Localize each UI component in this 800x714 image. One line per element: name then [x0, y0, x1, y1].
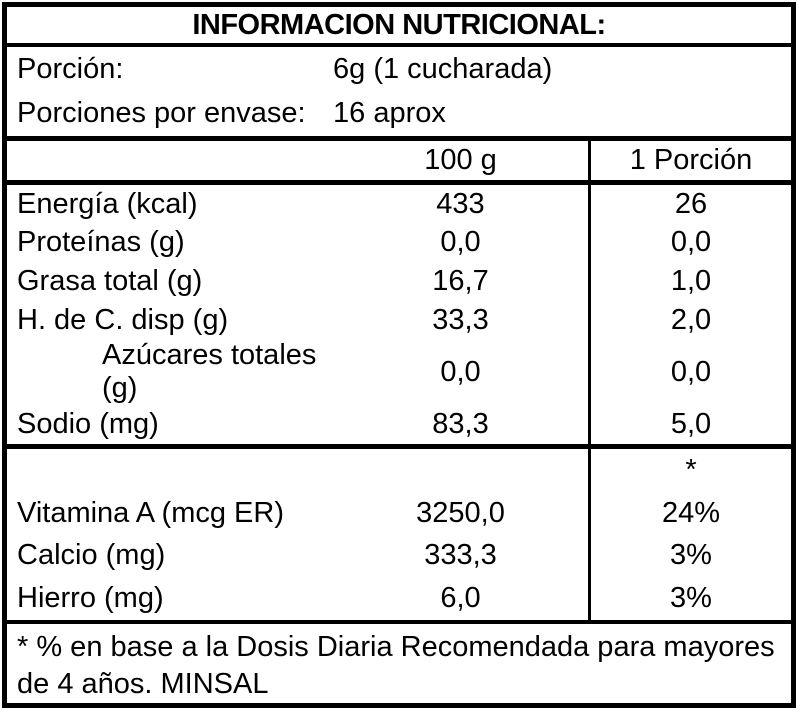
- nutrient-per100g: 0,0: [440, 226, 481, 259]
- nutrient-label: Calcio (mg): [17, 539, 166, 572]
- nutrient-per100g: 433: [436, 187, 485, 220]
- footnote: * % en base a la Dosis Diaria Recomendad…: [7, 624, 791, 703]
- nutrient-per100g: 6,0: [440, 582, 481, 615]
- asterisk-marker: *: [588, 449, 791, 492]
- serving-size-value: 6g (1 cucharada): [333, 52, 553, 85]
- asterisk-row: *: [7, 449, 791, 492]
- nutrient-label: Sodio (mg): [17, 408, 159, 441]
- nutrient-label: Energía (kcal): [17, 187, 198, 220]
- nutrient-row-sodium: Sodio (mg) 83,3 5,0: [7, 405, 791, 445]
- nutrient-row-iron: Hierro (mg) 6,0 3%: [7, 577, 791, 620]
- nutrient-label: Grasa total (g): [17, 265, 203, 298]
- nutrient-label: Proteínas (g): [17, 226, 185, 259]
- nutrient-per-portion: 3%: [588, 534, 791, 578]
- nutrient-label: Vitamina A (mcg ER): [17, 496, 285, 529]
- nutrient-per100g: 16,7: [432, 265, 489, 298]
- nutrient-per-portion: 3%: [588, 577, 791, 620]
- serving-size-row: Porción: 6g (1 cucharada): [7, 47, 791, 91]
- nutrients-section: Energía (kcal) 433 26 Proteínas (g) 0,0 …: [7, 185, 791, 450]
- nutrient-row-protein: Proteínas (g) 0,0 0,0: [7, 223, 791, 263]
- nutrient-row-total-fat: Grasa total (g) 16,7 1,0: [7, 262, 791, 301]
- nutrient-per-portion: 0,0: [588, 339, 791, 406]
- nutrient-per-portion: 0,0: [588, 223, 791, 263]
- nutrient-per-portion: 5,0: [588, 405, 791, 445]
- nutrient-row-energy: Energía (kcal) 433 26: [7, 185, 791, 224]
- column-header-row: 100 g 1 Porción: [7, 140, 791, 186]
- serving-info-section: Porción: 6g (1 cucharada) Porciones por …: [7, 47, 791, 141]
- nutrient-per-portion: 24%: [588, 491, 791, 535]
- nutrient-per100g: 333,3: [424, 539, 497, 572]
- nutrient-row-total-sugars: Azúcares totales (g) 0,0 0,0: [7, 339, 791, 406]
- serving-size-label: Porción:: [17, 52, 124, 85]
- servings-per-container-value: 16 aprox: [333, 97, 446, 130]
- per-100g-column-header: 100 g: [424, 143, 497, 176]
- servings-per-container-row: Porciones por envase: 16 aprox: [7, 92, 791, 136]
- footnote-line-1: * % en base a la Dosis Diaria Recomendad…: [17, 631, 775, 663]
- nutrient-row-carbs: H. de C. disp (g) 33,3 2,0: [7, 300, 791, 340]
- nutrient-per-portion: 1,0: [588, 262, 791, 301]
- per-portion-column-header: 1 Porción: [588, 140, 791, 181]
- nutrient-row-vitamin-a: Vitamina A (mcg ER) 3250,0 24%: [7, 491, 791, 535]
- label-title: INFORMACION NUTRICIONAL:: [7, 7, 791, 48]
- nutrient-row-calcium: Calcio (mg) 333,3 3%: [7, 534, 791, 578]
- servings-per-container-label: Porciones por envase:: [17, 97, 306, 130]
- daily-value-section: * Vitamina A (mcg ER) 3250,0 24% Calcio …: [7, 449, 791, 624]
- nutrient-per100g: 33,3: [432, 303, 489, 336]
- nutrient-label: Azúcares totales (g): [102, 339, 317, 405]
- nutrient-per-portion: 26: [588, 185, 791, 224]
- nutrient-label: H. de C. disp (g): [17, 303, 229, 336]
- nutrient-label: Hierro (mg): [17, 582, 164, 615]
- nutrient-per-portion: 2,0: [588, 300, 791, 340]
- nutrient-per100g: 0,0: [440, 355, 481, 388]
- footnote-line-2: de 4 años. MINSAL: [17, 668, 269, 700]
- nutrient-per100g: 83,3: [432, 408, 489, 441]
- nutrient-per100g: 3250,0: [416, 496, 505, 529]
